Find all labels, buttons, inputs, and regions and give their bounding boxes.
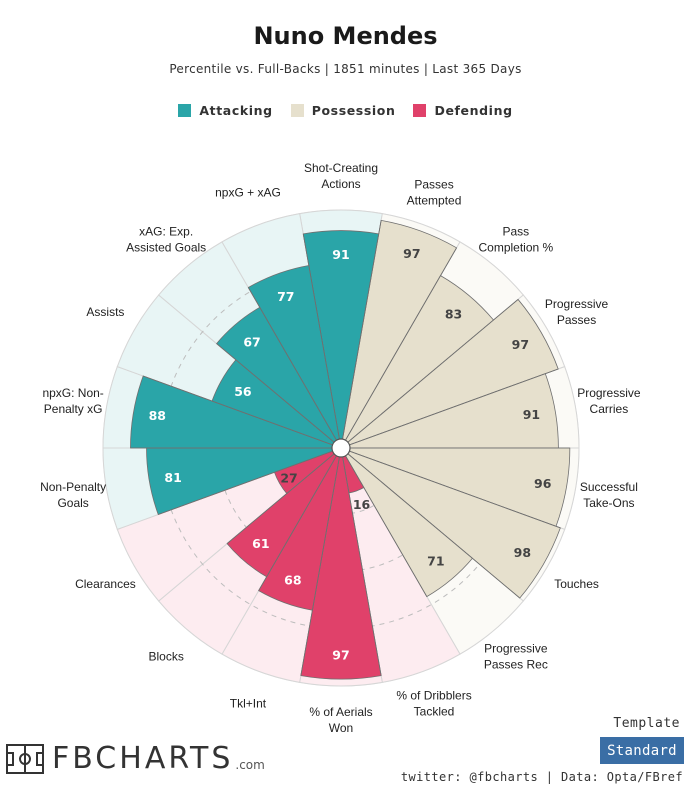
category-label-2: Pass Completion % <box>478 225 553 255</box>
legend-label-possession: Possession <box>311 103 396 118</box>
category-label-5: Successful Take-Ons <box>580 480 638 510</box>
value-label-1: 97 <box>403 246 420 261</box>
legend-item-possession: Possession <box>290 103 396 118</box>
data-credit: twitter: @fbcharts | Data: Opta/FBref <box>400 770 683 784</box>
value-label-3: 97 <box>512 337 529 352</box>
legend-label-attacking: Attacking <box>199 103 273 118</box>
value-label-15: 56 <box>234 384 252 399</box>
category-label-4: Progressive Carries <box>577 386 641 416</box>
category-label-14: npxG: Non-Penalty xG <box>42 386 103 416</box>
brand-name: FBCHARTS <box>52 741 234 776</box>
value-label-4: 91 <box>523 407 540 422</box>
spoke-12 <box>226 453 335 544</box>
category-label-9: % of Aerials Won <box>309 705 372 735</box>
spoke-15 <box>143 375 333 446</box>
category-label-7: Progressive Passes Rec <box>484 641 548 671</box>
brand-suffix: .com <box>235 758 265 772</box>
spoke-13 <box>158 450 333 515</box>
category-label-11: Blocks <box>148 649 183 663</box>
spoke-7 <box>347 453 521 599</box>
value-label-6: 98 <box>514 545 531 560</box>
value-label-2: 83 <box>445 306 462 321</box>
pitch-icon <box>6 744 44 774</box>
value-label-10: 68 <box>284 573 301 588</box>
value-label-11: 61 <box>252 536 269 551</box>
legend-swatch-possession <box>290 104 304 117</box>
category-label-16: xAG: Exp. Assisted Goals <box>126 225 206 255</box>
value-label-16: 67 <box>243 334 260 349</box>
legend-item-defending: Defending <box>413 103 512 118</box>
value-label-9: 97 <box>332 648 349 663</box>
template-button[interactable]: Standard <box>600 737 684 764</box>
category-label-13: Non-Penalty Goals <box>40 480 106 510</box>
spoke-16 <box>216 343 335 443</box>
spoke-6 <box>349 450 561 529</box>
category-label-10: Tkl+Int <box>230 697 267 711</box>
value-label-14: 88 <box>149 408 166 423</box>
category-label-15: Assists <box>86 305 124 319</box>
value-label-17: 77 <box>277 289 294 304</box>
spoke-2 <box>345 247 457 441</box>
legend-label-defending: Defending <box>434 103 513 118</box>
category-label-17: npxG + xAG <box>215 185 281 199</box>
value-label-7: 71 <box>427 554 444 569</box>
center-circle <box>331 438 351 458</box>
category-label-1: Passes Attempted <box>407 177 462 207</box>
legend: Attacking Possession Defending <box>0 103 691 118</box>
spoke-4 <box>349 368 559 446</box>
category-label-12: Clearances <box>75 577 136 591</box>
spoke-8 <box>345 455 428 597</box>
category-label-3: Progressive Passes <box>545 297 609 327</box>
value-label-0: 91 <box>332 247 349 262</box>
category-label-0: Shot-Creating Actions <box>304 161 378 191</box>
spoke-3 <box>347 299 519 443</box>
chart-subtitle: Percentile vs. Full-Backs | 1851 minutes… <box>169 62 522 76</box>
spoke-0 <box>302 233 340 440</box>
category-label-6: Touches <box>554 577 599 591</box>
legend-swatch-defending <box>413 104 427 117</box>
template-label: Template <box>613 716 680 731</box>
legend-item-attacking: Attacking <box>178 103 272 118</box>
value-label-5: 96 <box>534 476 552 491</box>
value-label-8: 16 <box>353 497 371 512</box>
spoke-1 <box>342 220 382 440</box>
spoke-10 <box>300 456 340 676</box>
legend-swatch-attacking <box>178 104 192 117</box>
spoke-11 <box>258 455 337 591</box>
chart-title: Nuno Mendes <box>253 22 438 50</box>
brand-logo: FBCHARTS .com <box>6 744 265 774</box>
category-label-8: % of Dribblers Tackled <box>396 689 471 719</box>
value-label-13: 81 <box>164 470 181 485</box>
spoke-17 <box>247 287 337 441</box>
spoke-9 <box>342 456 382 676</box>
value-label-12: 27 <box>280 471 297 486</box>
